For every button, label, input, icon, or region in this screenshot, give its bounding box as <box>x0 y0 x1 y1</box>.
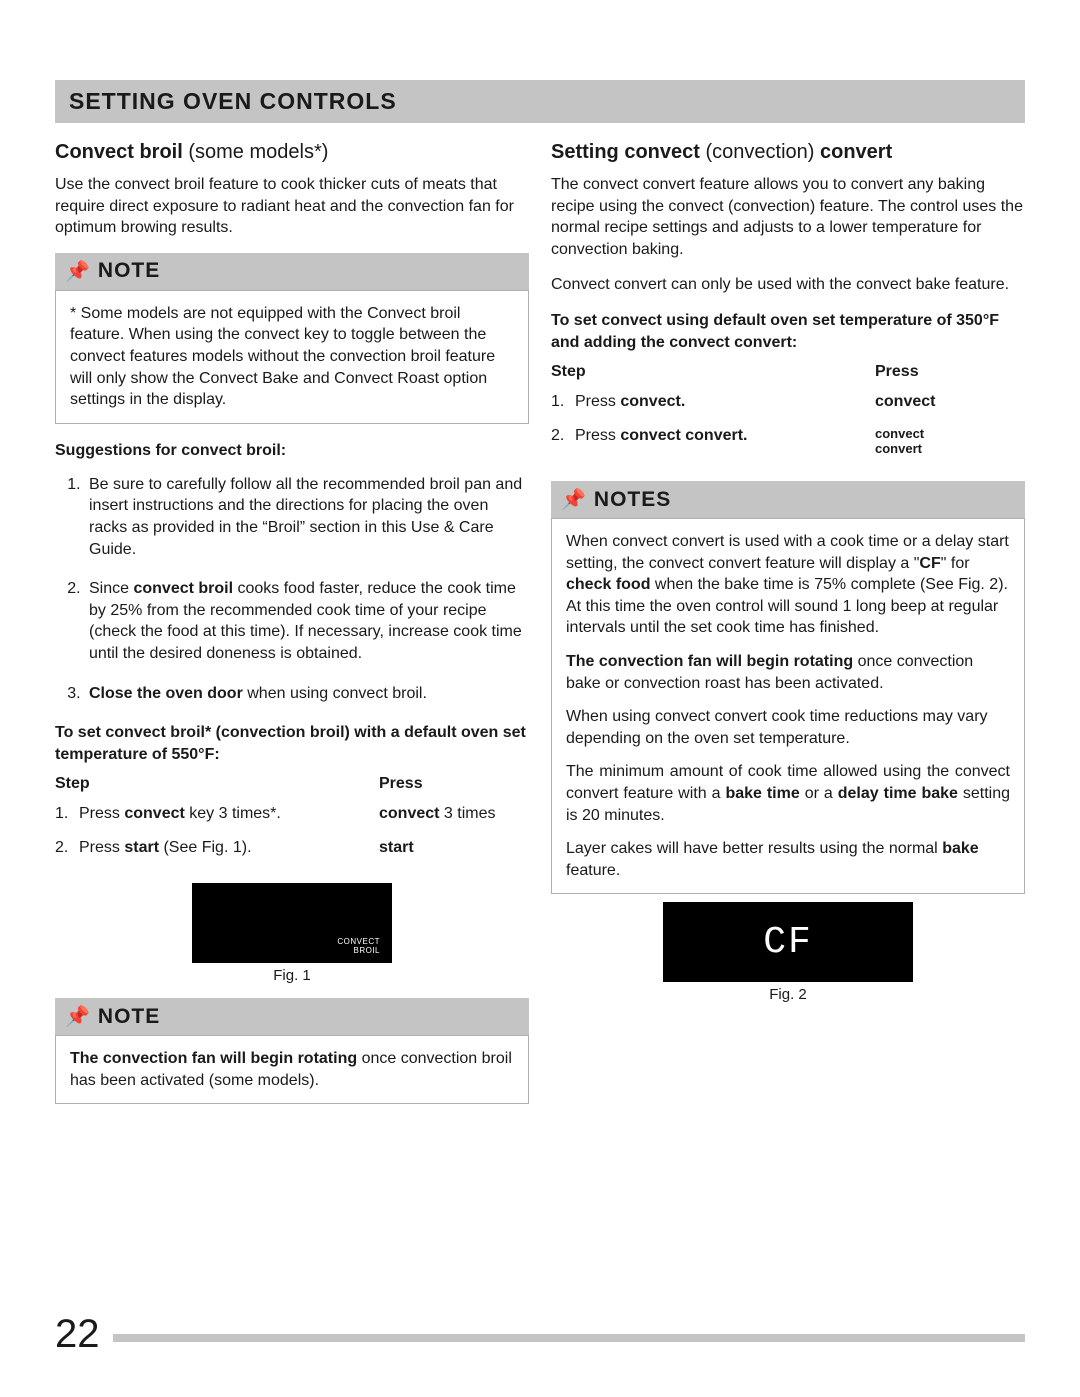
notes-p1: When convect convert is used with a cook… <box>566 531 1010 639</box>
figure-2-text: CF <box>763 921 813 964</box>
step-num: 2. <box>55 831 79 865</box>
note1-box: * Some models are not equipped with the … <box>55 290 529 424</box>
right-column: Setting convect (convection) convert The… <box>551 141 1025 1104</box>
table-row: 2. Press convect convert. convect conver… <box>551 419 1025 465</box>
note2-box: The convection fan will begin rotating o… <box>55 1035 529 1104</box>
suggestion-1: Be sure to carefully follow all the reco… <box>85 474 529 560</box>
notes-p4: The minimum amount of cook time allowed … <box>566 761 1010 826</box>
suggestion-3: Close the oven door when using convect b… <box>85 683 529 705</box>
step-desc: Press convect key 3 times*. <box>79 797 379 831</box>
press-cell: start <box>379 831 529 865</box>
figure-1-display: CONVECT BROIL <box>192 883 392 963</box>
step-desc: Press start (See Fig. 1). <box>79 831 379 865</box>
suggestions-title: Suggestions for convect broil: <box>55 442 529 460</box>
pin-icon: 📌 <box>65 1004 90 1029</box>
press-cell: convect convert <box>875 419 1025 465</box>
step-desc: Press convect. <box>575 385 875 419</box>
notes-label: NOTES <box>594 488 671 512</box>
footer-rule <box>113 1334 1025 1342</box>
left-heading: Convect broil (some models*) <box>55 141 529 164</box>
right-body2: Convect convert can only be used with th… <box>551 274 1025 296</box>
note1-body: * Some models are not equipped with the … <box>70 303 514 411</box>
page-number: 22 <box>55 1312 100 1357</box>
notes-header: 📌 NOTES <box>551 481 1025 518</box>
pin-icon: 📌 <box>561 487 586 512</box>
notes-p2: The convection fan will begin rotating o… <box>566 651 1010 694</box>
th-step: Step <box>55 771 379 797</box>
note2-header: 📌 NOTE <box>55 998 529 1035</box>
th-step: Step <box>551 359 875 385</box>
note1-header: 📌 NOTE <box>55 253 529 290</box>
table-header-row: Step Press <box>551 359 1025 385</box>
step-num: 1. <box>551 385 575 419</box>
step-num: 2. <box>551 419 575 465</box>
figure-2-display: CF <box>663 902 913 982</box>
table-row: 1. Press convect key 3 times*. convect 3… <box>55 797 529 831</box>
th-press: Press <box>379 771 529 797</box>
pin-icon: 📌 <box>65 259 90 284</box>
table-row: 1. Press convect. convect <box>551 385 1025 419</box>
note2-label: NOTE <box>98 1005 160 1029</box>
table-row: 2. Press start (See Fig. 1). start <box>55 831 529 865</box>
right-heading: Setting convect (convection) convert <box>551 141 1025 164</box>
right-steps-table: Step Press 1. Press convect. convect 2. … <box>551 359 1025 465</box>
left-column: Convect broil (some models*) Use the con… <box>55 141 529 1104</box>
notes-p3: When using convect convert cook time red… <box>566 706 1010 749</box>
table-header-row: Step Press <box>55 771 529 797</box>
suggestion-2: Since convect broil cooks food faster, r… <box>85 578 529 664</box>
step-num: 1. <box>55 797 79 831</box>
page-title-bar: SETTING OVEN CONTROLS <box>55 80 1025 123</box>
press-cell: convect 3 times <box>379 797 529 831</box>
notes-box: When convect convert is used with a cook… <box>551 518 1025 894</box>
right-set-title: To set convect using default oven set te… <box>551 310 1025 353</box>
left-heading-rest: (some models*) <box>183 141 329 163</box>
left-set-title: To set convect broil* (convection broil)… <box>55 722 529 765</box>
suggestions-list: Be sure to carefully follow all the reco… <box>55 474 529 704</box>
right-intro: The convect convert feature allows you t… <box>551 174 1025 260</box>
step-desc: Press convect convert. <box>575 419 875 465</box>
notes-p5: Layer cakes will have better results usi… <box>566 838 1010 881</box>
th-press: Press <box>875 359 1025 385</box>
note1-label: NOTE <box>98 259 160 283</box>
note2-body: The convection fan will begin rotating o… <box>70 1048 514 1091</box>
page-title: SETTING OVEN CONTROLS <box>69 88 1011 115</box>
press-cell: convect <box>875 385 1025 419</box>
content-columns: Convect broil (some models*) Use the con… <box>55 141 1025 1104</box>
figure-1-caption: Fig. 1 <box>55 967 529 984</box>
figure-1-text: CONVECT BROIL <box>337 937 380 955</box>
left-intro: Use the convect broil feature to cook th… <box>55 174 529 239</box>
left-heading-bold: Convect broil <box>55 141 183 163</box>
figure-2-caption: Fig. 2 <box>551 986 1025 1003</box>
left-steps-table: Step Press 1. Press convect key 3 times*… <box>55 771 529 865</box>
